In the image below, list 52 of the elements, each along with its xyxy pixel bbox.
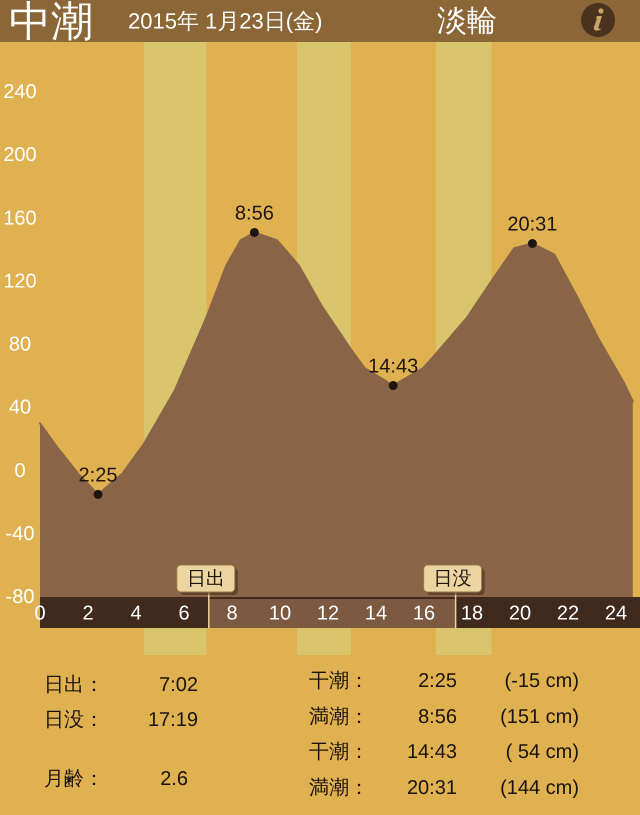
- text: 干潮：: [309, 741, 369, 763]
- annotation: 14:43: [368, 356, 418, 378]
- text: 満潮：: [309, 706, 369, 728]
- annotation: 8:56: [234, 202, 274, 224]
- text: 干潮：: [309, 670, 369, 692]
- text: 17:19: [148, 709, 198, 731]
- y-tick-label: 240: [3, 81, 37, 103]
- point: [388, 381, 398, 390]
- text: 2.6: [160, 768, 188, 790]
- x-tick-label: 2: [82, 602, 94, 624]
- y-tick-label: 40: [8, 396, 32, 419]
- text: (-15 cm): [504, 670, 579, 692]
- text: (151 cm): [500, 706, 579, 728]
- text: ( 54 cm): [506, 741, 579, 763]
- text: 14:43: [406, 741, 457, 763]
- text: (144 cm): [500, 777, 579, 799]
- x-tick-label: 20: [508, 602, 532, 624]
- text: 8:56: [418, 706, 457, 728]
- text: 日出：: [44, 674, 104, 696]
- ref-line-label: 日出: [186, 568, 225, 590]
- chart-subtitle: 2015年 1月23日(金): [128, 8, 322, 34]
- y-tick-label: -80: [6, 586, 34, 608]
- y-tick-label: 200: [3, 144, 37, 166]
- y-tick-label: 80: [8, 334, 32, 356]
- text: 20:31: [406, 777, 457, 799]
- annotation: 2:25: [78, 464, 118, 486]
- text: 7:02: [159, 674, 198, 696]
- y-tick-label: 0: [14, 460, 26, 482]
- x-tick-label: 22: [556, 602, 580, 624]
- x-tick-label: 12: [316, 602, 340, 624]
- text: 満潮：: [309, 777, 369, 799]
- y-tick-label: 120: [3, 270, 37, 292]
- x-tick-label: 4: [130, 602, 142, 624]
- annotation: 20:31: [507, 214, 558, 236]
- point: [94, 490, 103, 499]
- x-tick-label: 8: [226, 602, 238, 624]
- text: 月齢：: [44, 768, 104, 790]
- point: [250, 228, 259, 237]
- x-tick-label: 16: [412, 602, 436, 624]
- x-tick-label: 6: [178, 602, 190, 624]
- text: 2:25: [418, 670, 457, 692]
- x-tick-label: 10: [268, 602, 292, 624]
- x-tick-label: 18: [460, 602, 484, 624]
- x-tick-label: 24: [604, 602, 628, 624]
- ref-line-label: 日没: [434, 568, 472, 590]
- y-tick-label: 160: [3, 207, 37, 230]
- text: 日没：: [44, 709, 104, 731]
- text: 淡輪: [437, 4, 497, 38]
- chart-title: 中潮: [9, 0, 93, 44]
- point: [528, 239, 537, 248]
- x-tick-label: 14: [364, 602, 388, 624]
- y-tick-label: -40: [6, 522, 34, 545]
